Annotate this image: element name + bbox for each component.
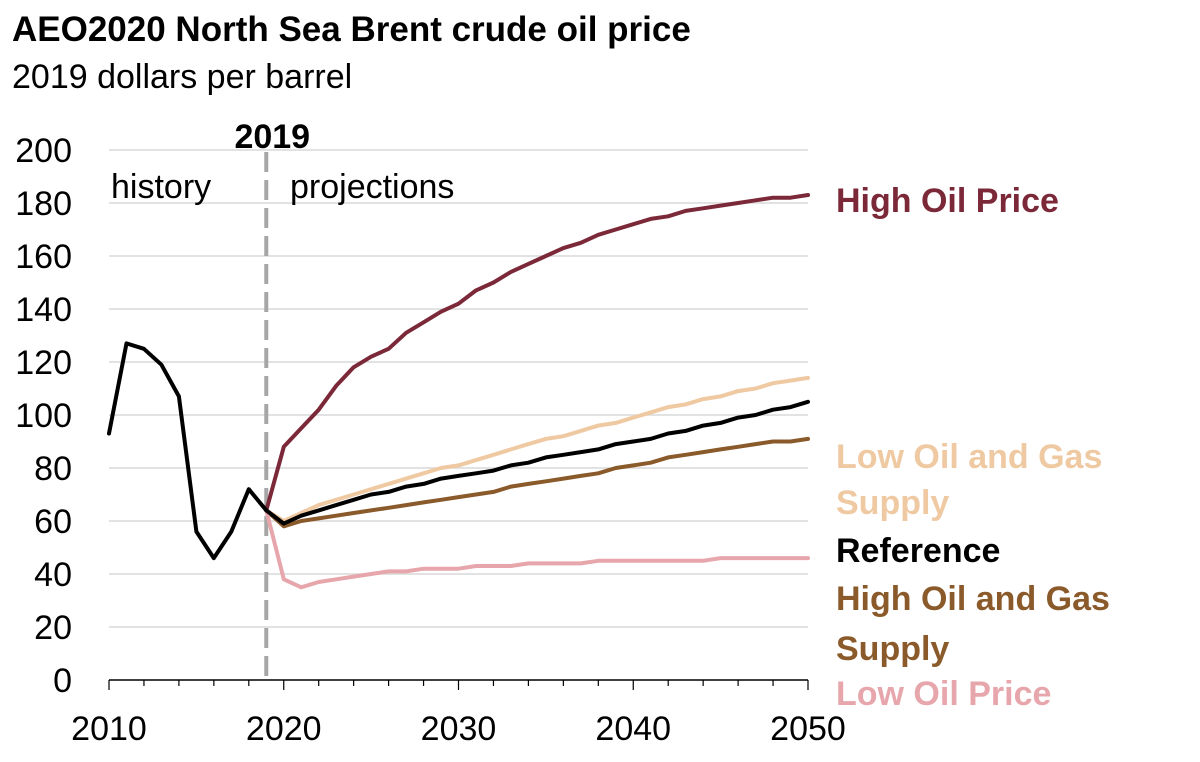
chart-title: AEO2020 North Sea Brent crude oil price — [12, 10, 691, 49]
projections-label: projections — [290, 168, 454, 206]
legend-label-low-oil-and-gas-supply-line-2: Supply — [836, 484, 949, 522]
legend-label-high-oil-and-gas-supply-line-1: High Oil and Gas — [836, 580, 1110, 618]
series-line-history — [107, 341, 269, 561]
series-line-high-oil-and-gas-supply — [264, 436, 810, 529]
y-tick-label-60: 60 — [34, 503, 72, 541]
series-line-high-oil-price — [264, 193, 810, 513]
chart-subtitle: 2019 dollars per barrel — [12, 58, 353, 96]
x-tick-label-2050: 2050 — [770, 710, 846, 748]
gridlines — [109, 149, 808, 628]
legend-label-low-oil-and-gas-supply-line-1: Low Oil and Gas — [836, 438, 1102, 476]
y-tick-label-80: 80 — [34, 450, 72, 488]
y-tick-label-180: 180 — [15, 185, 72, 223]
x-tick-label-2010: 2010 — [71, 710, 147, 748]
legend: High Oil Price Low Oil and Gas Supply Refer… — [836, 182, 1110, 713]
y-tick-label-200: 200 — [15, 132, 72, 170]
legend-label-high-oil-price-line-1: High Oil Price — [836, 182, 1059, 220]
y-tick-label-20: 20 — [34, 609, 72, 647]
x-tick-label-2030: 2030 — [421, 710, 497, 748]
series-line-low-oil-price — [264, 508, 810, 590]
x-axis-ticks: 2010 2020 2030 2040 2050 — [71, 680, 846, 748]
x-tick-label-2040: 2040 — [595, 710, 671, 748]
y-axis-ticks: 0 20 40 60 80 100 120 140 160 180 200 — [15, 132, 72, 700]
y-tick-label-140: 140 — [15, 291, 72, 329]
series-line-reference — [264, 399, 810, 526]
legend-label-high-oil-and-gas-supply-line-2: Supply — [836, 630, 949, 668]
y-tick-label-120: 120 — [15, 344, 72, 382]
x-tick-label-2020: 2020 — [246, 710, 322, 748]
divider-year-label: 2019 — [234, 118, 310, 156]
y-tick-label-40: 40 — [34, 556, 72, 594]
history-label: history — [111, 168, 211, 206]
series-line-low-oil-and-gas-supply — [264, 375, 810, 523]
y-tick-label-0: 0 — [53, 662, 72, 700]
history-projection-divider: 2019 history projections — [111, 118, 454, 680]
legend-label-reference-line-1: Reference — [836, 532, 1000, 570]
y-tick-label-160: 160 — [15, 238, 72, 276]
y-tick-label-100: 100 — [15, 397, 72, 435]
series-lines — [107, 193, 810, 590]
legend-label-low-oil-price-line-1: Low Oil Price — [836, 675, 1051, 713]
